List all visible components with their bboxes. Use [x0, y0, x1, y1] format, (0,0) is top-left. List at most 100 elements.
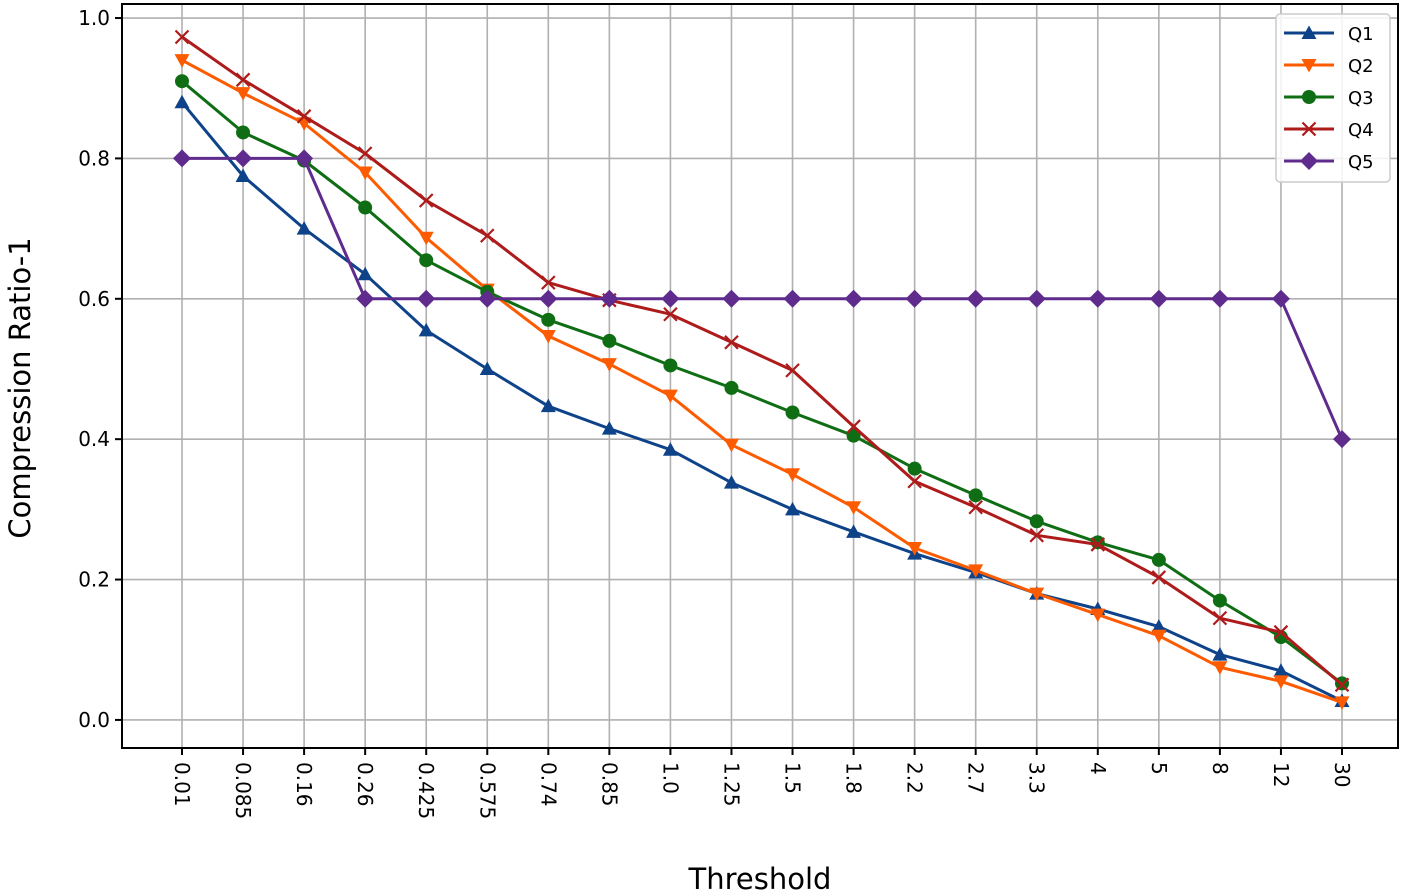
data-point-q5 [844, 289, 863, 308]
data-point-q4 [174, 29, 190, 45]
data-point-q4 [479, 228, 495, 243]
data-point-q5 [356, 289, 375, 308]
data-point-q5 [783, 289, 802, 308]
legend-entry-q5: Q5 [1284, 152, 1374, 173]
data-point-q5 [1088, 289, 1107, 308]
x-tick-label: 1.25 [719, 762, 743, 807]
legend-label-q5: Q5 [1348, 152, 1374, 173]
data-point-q2 [907, 541, 923, 556]
data-point-q5 [234, 149, 253, 168]
legend-entry-q1: Q1 [1284, 24, 1374, 45]
x-tick-label: 0.26 [353, 762, 377, 807]
y-axis-title: Compression Ratio-1 [3, 237, 37, 538]
series-q4 [174, 29, 1350, 693]
series-line-q4 [181, 35, 1343, 686]
x-tick-label: 3.3 [1025, 762, 1049, 794]
data-point-q1 [479, 361, 495, 375]
data-point-q3 [1029, 514, 1044, 529]
series-line-q1 [180, 101, 1343, 703]
data-point-q5 [905, 289, 924, 308]
x-tick-label: 0.16 [292, 762, 316, 807]
x-tick-label: 0.575 [475, 762, 499, 819]
x-tick-label: 1.5 [781, 762, 805, 794]
data-point-q4 [235, 72, 251, 88]
data-point-q1 [296, 221, 312, 235]
x-tick-label: 1.8 [842, 762, 866, 794]
legend-marker-q4 [1301, 121, 1317, 137]
data-point-q1 [418, 322, 434, 337]
data-point-q3 [724, 380, 739, 395]
data-point-q4 [1151, 570, 1167, 585]
legend-marker-q5 [1300, 152, 1318, 170]
data-point-q1 [174, 94, 190, 109]
data-point-q3 [785, 405, 800, 420]
legend-label-q3: Q3 [1348, 88, 1374, 109]
data-point-q2 [723, 438, 739, 453]
legend-entry-q3: Q3 [1284, 88, 1374, 109]
data-point-q4 [968, 499, 983, 515]
data-point-q2 [846, 501, 862, 515]
data-point-q1 [1212, 647, 1228, 661]
x-tick-label: 8 [1208, 762, 1232, 775]
data-point-q4 [1212, 610, 1228, 626]
data-point-q3 [236, 125, 251, 140]
x-tick-label: 2.2 [903, 762, 927, 794]
data-point-q3 [846, 428, 861, 443]
y-tick-label: 0.2 [78, 568, 110, 592]
data-point-q5 [661, 289, 680, 308]
data-point-q3 [419, 253, 434, 268]
data-point-q2 [540, 329, 556, 344]
data-point-q5 [966, 289, 985, 308]
data-point-q5 [173, 149, 191, 168]
x-tick-label: 0.85 [597, 762, 621, 807]
data-point-q4 [296, 109, 312, 124]
data-point-q2 [1334, 696, 1350, 710]
x-tick-label: 4 [1086, 762, 1110, 775]
legend-marker-q2 [1301, 59, 1317, 73]
data-point-q2 [1273, 675, 1289, 689]
data-point-q3 [907, 461, 922, 476]
x-tick-label: 0.085 [231, 762, 255, 819]
legend-marker-q3 [1302, 90, 1316, 104]
data-point-q1 [723, 475, 739, 489]
data-point-q4 [663, 306, 678, 322]
series-line-q2 [181, 58, 1343, 704]
x-tick-label: 0.74 [536, 762, 560, 807]
data-point-q3 [541, 312, 556, 327]
data-point-q2 [968, 564, 984, 578]
data-point-q1 [357, 266, 373, 281]
series-q2 [174, 54, 1350, 710]
data-point-q2 [174, 54, 190, 68]
data-point-q3 [1151, 552, 1166, 567]
x-tick-label: 2.7 [964, 762, 988, 794]
data-point-q1 [235, 168, 251, 182]
x-tick-label: 0.01 [170, 762, 194, 807]
data-point-q5 [1210, 289, 1229, 308]
data-point-q3 [175, 74, 189, 89]
legend-label-q1: Q1 [1348, 24, 1374, 45]
x-tick-label: 0.425 [414, 762, 438, 819]
legend-entry-q2: Q2 [1284, 56, 1374, 77]
data-point-q2 [1090, 608, 1106, 623]
data-point-q4 [1273, 624, 1289, 640]
series-layer [173, 29, 1351, 710]
data-point-q4 [418, 193, 434, 208]
data-point-q4 [724, 335, 739, 350]
data-point-q5 [478, 289, 497, 308]
x-tick-label: 5 [1147, 762, 1171, 775]
data-point-q4 [907, 474, 922, 489]
y-tick-label: 0.0 [78, 708, 110, 732]
data-point-q3 [968, 488, 983, 503]
x-axis-title: Threshold [688, 862, 832, 894]
data-point-q1 [1151, 619, 1167, 633]
data-point-q3 [1212, 593, 1227, 608]
data-point-q2 [418, 231, 434, 246]
data-point-q2 [1212, 661, 1228, 675]
data-point-q3 [602, 333, 617, 348]
data-point-q2 [785, 468, 801, 482]
x-tick-label: 1.0 [658, 762, 682, 794]
data-point-q4 [1090, 537, 1106, 552]
data-point-q1 [785, 501, 801, 516]
ticks: 0.01 0.085 0.16 0.26 0.425 0.575 0.74 0.85 1.0 1.… [78, 6, 1354, 819]
